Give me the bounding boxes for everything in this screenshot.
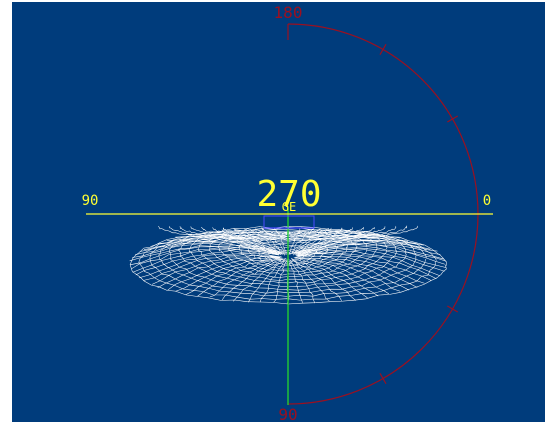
mesh-spoke: [297, 239, 431, 255]
mesh-spoke: [291, 257, 330, 302]
mesh-spoke: [296, 255, 418, 288]
mesh-spoke: [138, 252, 279, 279]
mesh-spoke: [296, 244, 447, 262]
mesh-spoke: [233, 258, 286, 302]
mesh-spoke: [157, 256, 280, 288]
photometric-viewer[interactable]: 180 90 90 0 270 GE: [12, 2, 545, 422]
mesh-ring: [247, 245, 329, 267]
mesh-spoke: [132, 243, 279, 258]
mesh-spoke: [259, 259, 287, 303]
mesh-spoke: [273, 259, 289, 303]
mesh-spoke: [246, 228, 286, 256]
mesh-spoke: [297, 240, 438, 256]
mesh-spoke: [292, 259, 368, 299]
mesh-spoke: [296, 252, 437, 279]
mesh-spoke: [295, 253, 432, 281]
mesh-spoke: [247, 258, 287, 303]
mesh-spoke: [197, 258, 284, 297]
mesh-spoke: [151, 254, 281, 285]
viewer-canvas[interactable]: 180 90 90 0 270 GE: [12, 2, 545, 422]
distribution-mesh: [129, 225, 447, 305]
mesh-spoke: [143, 254, 279, 281]
mesh-spoke: [209, 258, 283, 298]
mesh-spoke: [297, 248, 445, 272]
label-left-angle: 90: [82, 193, 99, 209]
angle-readout: 270: [256, 174, 321, 215]
mesh-spoke: [292, 230, 367, 255]
mesh-spoke: [135, 241, 280, 255]
mesh-spoke: [298, 242, 441, 255]
mesh-spoke: [130, 246, 280, 265]
mesh-spoke: [297, 246, 445, 265]
mesh-ring: [257, 247, 318, 265]
arc-tick: [379, 43, 387, 55]
mesh-spoke: [298, 243, 445, 260]
mesh-spoke: [167, 256, 282, 291]
mesh-spoke: [294, 234, 390, 255]
arc-tick: [379, 373, 387, 385]
mesh-spoke: [135, 250, 278, 276]
mesh-spoke: [131, 247, 279, 270]
mesh-spoke: [289, 259, 303, 303]
label-right-angle: 0: [483, 193, 491, 209]
arc-tick: [447, 115, 459, 123]
mesh-spoke: [143, 240, 279, 256]
mesh-spoke: [185, 257, 283, 295]
center-marker: [263, 215, 315, 229]
mesh-spoke: [273, 227, 289, 254]
mesh-spoke: [291, 258, 356, 301]
viewer-background: [12, 2, 545, 422]
label-top-angle: 180: [274, 3, 303, 22]
mesh-spoke: [221, 258, 284, 301]
mesh-spoke: [292, 259, 342, 302]
mesh-spoke: [295, 256, 410, 291]
mesh-spoke: [297, 247, 447, 268]
arc-tick: [447, 305, 459, 313]
mesh-spoke: [290, 259, 316, 304]
label-bottom-angle: 90: [278, 405, 297, 422]
mesh-spoke: [293, 257, 390, 295]
sub-readout: GE: [282, 200, 296, 214]
mesh-spoke: [294, 257, 401, 292]
mesh-spoke: [175, 256, 281, 292]
mesh-spoke: [294, 257, 379, 297]
